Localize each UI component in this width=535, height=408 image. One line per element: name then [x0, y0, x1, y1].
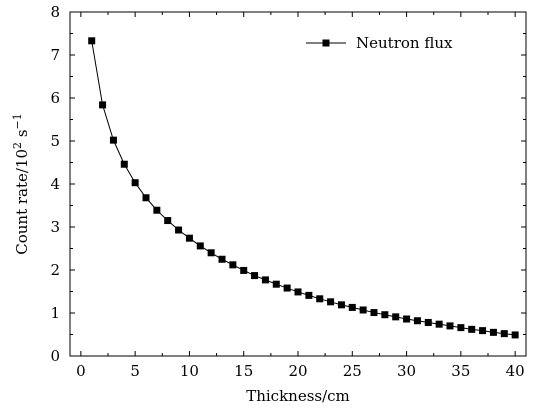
data-point	[283, 284, 291, 292]
y-tick-label: 5	[50, 132, 60, 150]
x-tick-label: 20	[288, 362, 307, 380]
data-point	[348, 303, 356, 311]
x-tick-label: 40	[506, 362, 525, 380]
data-point	[370, 309, 378, 317]
data-point	[109, 136, 117, 144]
data-point	[131, 179, 139, 187]
data-point	[435, 320, 443, 328]
y-tick-label: 7	[50, 46, 60, 64]
data-point	[479, 327, 487, 335]
x-tick-label: 10	[180, 362, 199, 380]
data-point	[500, 330, 508, 338]
data-point	[489, 328, 497, 336]
data-point	[457, 324, 465, 332]
data-point	[446, 322, 454, 330]
y-axis-label-unit: s	[13, 129, 31, 141]
legend-marker	[322, 39, 330, 47]
y-tick-label: 2	[50, 261, 60, 279]
data-point	[413, 317, 421, 325]
data-point	[381, 311, 389, 319]
data-point	[424, 318, 432, 326]
data-point	[359, 306, 367, 314]
x-tick-label: 25	[343, 362, 362, 380]
y-axis-label-main: Count rate/10	[13, 149, 31, 255]
data-point	[153, 206, 161, 214]
y-tick-label: 8	[50, 3, 60, 21]
y-tick-label: 0	[50, 347, 60, 365]
y-tick-label: 6	[50, 89, 60, 107]
x-tick-label: 5	[130, 362, 140, 380]
legend-label-neutron-flux: Neutron flux	[356, 34, 453, 52]
y-tick-label: 4	[50, 175, 60, 193]
x-tick-label: 0	[76, 362, 86, 380]
data-point	[175, 226, 183, 234]
data-point	[392, 313, 400, 321]
y-axis-label: Count rate/102 s−1	[11, 113, 31, 254]
data-point	[196, 242, 204, 250]
y-axis: 0 1 2 3 4 5 6 7 8	[50, 3, 526, 365]
data-point	[240, 266, 248, 274]
data-point	[337, 301, 345, 309]
x-tick-label: 35	[451, 362, 470, 380]
data-point	[229, 261, 237, 269]
x-axis: 0 5 10 15 20 25 30 35 40	[76, 12, 525, 380]
data-point	[142, 194, 150, 202]
legend: Neutron flux	[306, 34, 453, 52]
series-line-neutron-flux	[91, 40, 516, 336]
y-axis-label-exp2: −1	[11, 113, 24, 129]
data-point	[327, 298, 335, 306]
data-point	[120, 160, 128, 168]
data-point	[164, 217, 172, 225]
data-point	[468, 325, 476, 333]
x-tick-label: 15	[234, 362, 253, 380]
data-point	[207, 249, 215, 257]
data-point	[218, 255, 226, 263]
data-point	[88, 37, 96, 45]
data-point	[251, 272, 259, 280]
data-point	[511, 331, 519, 339]
data-point	[316, 295, 324, 303]
data-point	[272, 280, 280, 288]
data-point	[261, 276, 269, 284]
x-axis-label: Thickness/cm	[246, 387, 350, 405]
data-point	[403, 315, 411, 323]
data-point	[305, 291, 313, 299]
y-tick-label: 3	[50, 218, 60, 236]
data-point	[185, 234, 193, 242]
y-axis-label-exp1: 2	[11, 142, 24, 149]
x-tick-label: 30	[397, 362, 416, 380]
data-point	[99, 101, 107, 109]
data-point	[294, 288, 302, 296]
y-tick-label: 1	[50, 304, 60, 322]
series-layer	[88, 37, 519, 339]
